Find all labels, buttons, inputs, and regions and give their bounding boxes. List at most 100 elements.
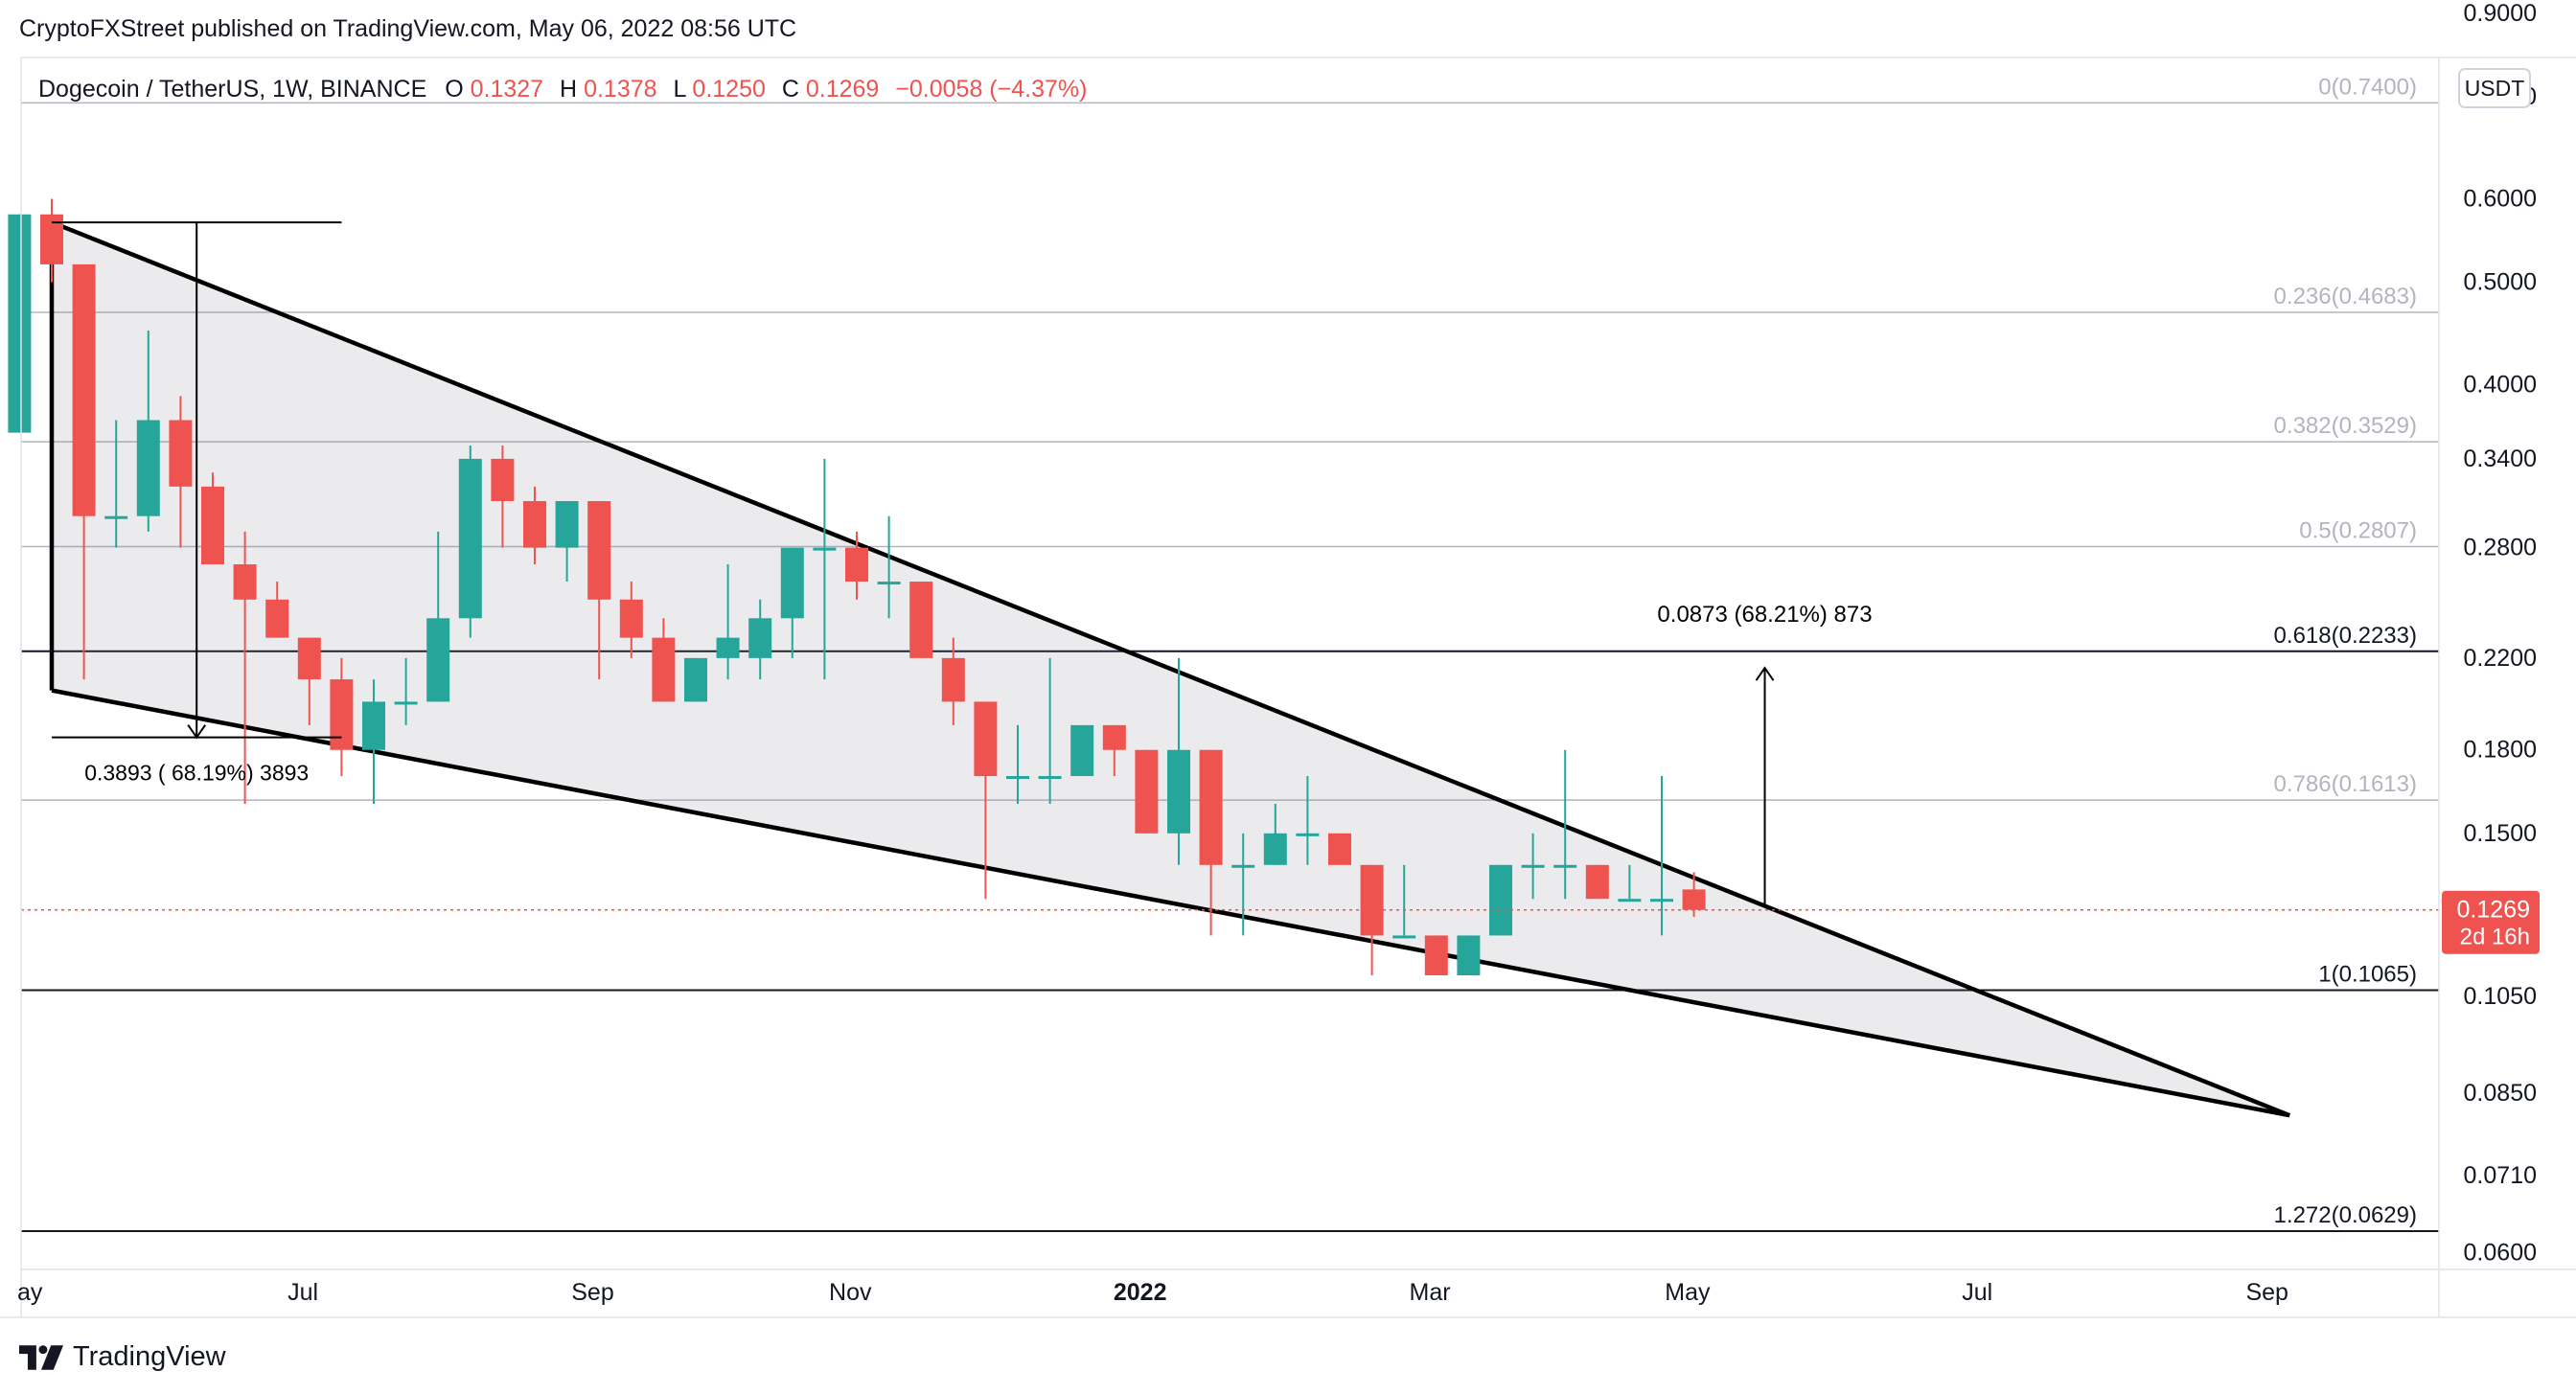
candle-body bbox=[1553, 864, 1577, 868]
candle-down bbox=[1199, 749, 1223, 936]
candle-body bbox=[1006, 776, 1029, 780]
candle-down bbox=[523, 486, 546, 565]
legend-close-label: C bbox=[782, 76, 799, 103]
candle-body bbox=[1392, 935, 1416, 939]
candle-body bbox=[169, 420, 193, 487]
candle-up bbox=[1650, 776, 1673, 936]
candle-up bbox=[1296, 776, 1320, 865]
candle-body bbox=[877, 582, 901, 585]
legend-low-label: L bbox=[673, 76, 686, 103]
candle-body bbox=[1618, 899, 1642, 903]
candle-body bbox=[233, 564, 257, 600]
candle-body bbox=[8, 214, 32, 433]
fib-level-label: 0.786(0.1613) bbox=[2274, 771, 2417, 797]
candle-up bbox=[458, 446, 482, 638]
candle-down bbox=[297, 637, 321, 725]
candle-up bbox=[748, 599, 772, 680]
candle-body bbox=[1070, 724, 1094, 777]
candle-body bbox=[1135, 749, 1159, 834]
price-axis-label: 0.1800 bbox=[2464, 737, 2537, 764]
price-axis-label: 0.4000 bbox=[2464, 371, 2537, 398]
candle-down bbox=[619, 582, 643, 658]
candle-down bbox=[941, 637, 965, 725]
candle-down bbox=[1424, 935, 1448, 975]
measure-right-arrow-head bbox=[1755, 666, 1775, 681]
candle-down bbox=[1328, 833, 1351, 865]
fib-level-label: 0(0.7400) bbox=[2318, 74, 2417, 100]
time-axis-label: ay bbox=[17, 1279, 43, 1306]
candle-body bbox=[104, 515, 128, 519]
candle-down bbox=[72, 263, 96, 680]
candle-body bbox=[1328, 833, 1351, 865]
candle-up bbox=[1553, 749, 1577, 900]
candle-up bbox=[136, 330, 160, 532]
tradingview-logo[interactable]: TradingView bbox=[19, 1341, 226, 1373]
time-axis-label: Mar bbox=[1410, 1279, 1451, 1306]
wedge-lower-trendline bbox=[51, 688, 2290, 1118]
candle-down bbox=[491, 446, 515, 548]
candle-up bbox=[1392, 864, 1416, 939]
legend-high-label: H bbox=[560, 76, 577, 103]
candle-body bbox=[1457, 935, 1481, 975]
price-axis-label: 0.5000 bbox=[2464, 269, 2537, 296]
candle-body bbox=[941, 657, 965, 702]
measure-left-arrow-head bbox=[187, 724, 207, 740]
candle-down bbox=[265, 582, 289, 638]
candle-body bbox=[1296, 833, 1320, 836]
time-axis-label: Jul bbox=[1962, 1279, 1992, 1306]
candle-down bbox=[169, 396, 193, 548]
price-axis-label: 0.0600 bbox=[2464, 1240, 2537, 1267]
last-price-value: 0.1269 bbox=[2457, 897, 2530, 924]
candle-down bbox=[974, 701, 998, 900]
candle-body bbox=[136, 420, 160, 516]
candle-body bbox=[716, 637, 740, 658]
candle-body bbox=[523, 501, 546, 548]
candle-body bbox=[1199, 749, 1223, 865]
candle-body bbox=[748, 618, 772, 658]
candle-up bbox=[1489, 864, 1512, 936]
candle-up bbox=[1618, 864, 1642, 903]
candle-up bbox=[1167, 657, 1190, 865]
price-axis-label: 0.1050 bbox=[2464, 983, 2537, 1010]
candle-body bbox=[1231, 864, 1255, 868]
price-axis-label: 0.0850 bbox=[2464, 1080, 2537, 1107]
candle-body bbox=[330, 679, 354, 750]
measure-left-label: 0.3893 ( 68.19%) 3893 bbox=[84, 761, 309, 786]
price-axis-label: 0.9000 bbox=[2464, 0, 2537, 27]
price-axis-label: 0.3400 bbox=[2464, 446, 2537, 472]
candle-body bbox=[619, 599, 643, 638]
currency-badge[interactable]: USDT bbox=[2458, 68, 2531, 108]
publish-info: CryptoFXStreet published on TradingView.… bbox=[19, 15, 797, 42]
legend-open-value: 0.1327 bbox=[471, 76, 543, 103]
fibonacci-levels: 0(0.7400) 0.236(0.4683) 0.382(0.3529) 0.5(0… bbox=[21, 74, 2439, 1233]
candle-up bbox=[1457, 935, 1481, 975]
candle-body bbox=[555, 501, 579, 548]
falling-wedge bbox=[49, 219, 2291, 1118]
candle-body bbox=[652, 637, 676, 702]
candle-up bbox=[8, 214, 32, 433]
candle-up bbox=[813, 458, 837, 680]
candle-up bbox=[394, 657, 418, 725]
fib-level-label: 0.618(0.2233) bbox=[2274, 623, 2417, 649]
legend-close-value: 0.1269 bbox=[806, 76, 879, 103]
time-axis-label: Nov bbox=[829, 1279, 872, 1306]
candle-body bbox=[1585, 864, 1609, 900]
candle-body bbox=[909, 582, 933, 658]
candle-up bbox=[1521, 833, 1545, 900]
fib-level-label: 0.382(0.3529) bbox=[2274, 413, 2417, 439]
candle-body bbox=[780, 547, 804, 619]
time-axis-label: Sep bbox=[2245, 1279, 2288, 1306]
chart-axes: 1.10000.90000.75000.60000.50000.40000.34… bbox=[0, 0, 2576, 1318]
candle-up bbox=[877, 515, 901, 619]
time-axis-label: Jul bbox=[288, 1279, 318, 1306]
candle-down bbox=[1135, 749, 1159, 834]
candle-body bbox=[1360, 864, 1384, 936]
candle-up bbox=[555, 501, 579, 583]
candle-body bbox=[1682, 889, 1706, 910]
fib-level-label: 1.272(0.0629) bbox=[2274, 1202, 2417, 1228]
measure-tools: 0.3893 ( 68.19%) 3893 0.0873 (68.21%) 873 bbox=[52, 221, 1873, 906]
candle-body bbox=[297, 637, 321, 680]
fib-level-label: 1(0.1065) bbox=[2318, 961, 2417, 987]
last-price-badge bbox=[2442, 890, 2540, 954]
